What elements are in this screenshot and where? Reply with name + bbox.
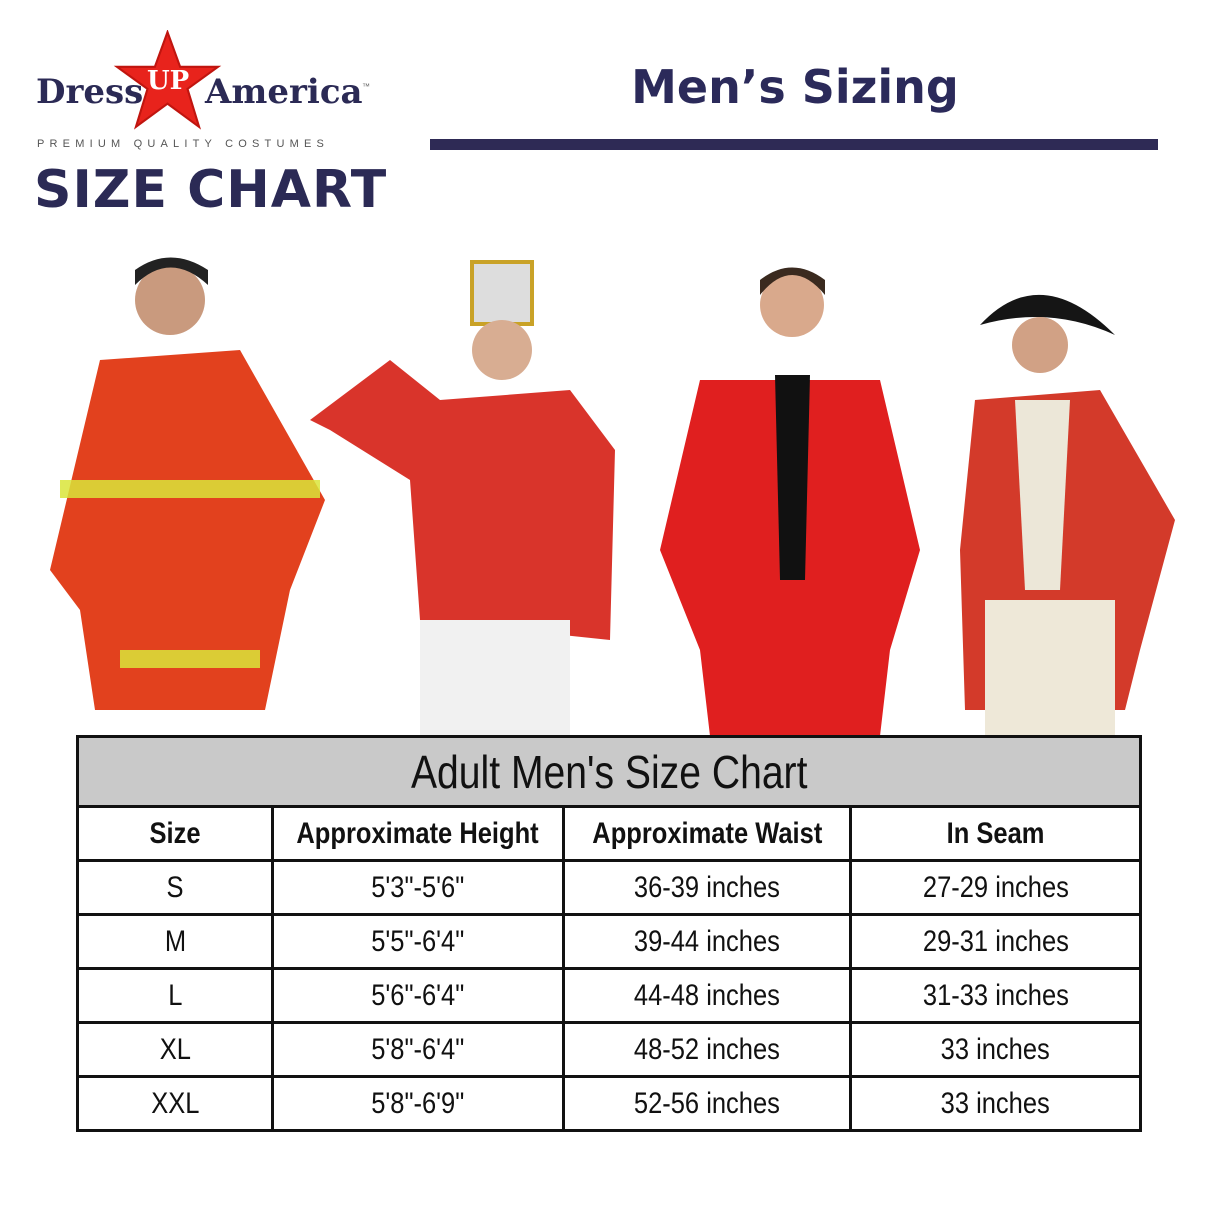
cell-waist: 39-44 inches: [562, 913, 852, 970]
costume-photos: [50, 257, 1175, 736]
star-icon: [113, 30, 222, 130]
cell-inseam: 27-29 inches: [849, 859, 1142, 916]
cell-waist: 48-52 inches: [562, 1021, 852, 1078]
cell-inseam: 31-33 inches: [849, 967, 1142, 1024]
table-row: M 5'5"-6'4" 39-44 inches 29-31 inches: [76, 913, 1142, 970]
title-divider: [430, 139, 1158, 150]
logo-text-up: UP: [147, 66, 190, 96]
logo-text-dress: Dress: [36, 72, 144, 112]
cell-inseam: 33 inches: [849, 1075, 1142, 1132]
cell-height: 5'3"-5'6": [271, 859, 565, 916]
cell-waist: 44-48 inches: [562, 967, 852, 1024]
cell-waist: 52-56 inches: [562, 1075, 852, 1132]
page-title: Men’s Sizing: [631, 60, 959, 114]
cell-inseam: 33 inches: [849, 1021, 1142, 1078]
logo-text-america: America: [205, 72, 363, 112]
table-row: XXL 5'8"-6'9" 52-56 inches 33 inches: [76, 1075, 1142, 1132]
cell-inseam: 29-31 inches: [849, 913, 1142, 970]
trademark: ™: [362, 82, 370, 91]
size-table: Adult Men's Size Chart Size Approximate …: [76, 735, 1142, 1132]
cell-size: M: [76, 913, 274, 970]
logo-tagline: PREMIUM QUALITY COSTUMES: [37, 138, 330, 150]
table-header-row: Size Approximate Height Approximate Wais…: [76, 805, 1142, 862]
cell-height: 5'8"-6'4": [271, 1021, 565, 1078]
table-row: S 5'3"-5'6" 36-39 inches 27-29 inches: [76, 859, 1142, 916]
cell-height: 5'6"-6'4": [271, 967, 565, 1024]
cell-size: L: [76, 967, 274, 1024]
red-suit-costume: [660, 267, 920, 736]
table-row: XL 5'8"-6'4" 48-52 inches 33 inches: [76, 1021, 1142, 1078]
cell-size: XXL: [76, 1075, 274, 1132]
cell-height: 5'5"-6'4": [271, 913, 565, 970]
colonial-redcoat-costume: [960, 294, 1175, 736]
header-waist: Approximate Waist: [562, 805, 852, 862]
cell-size: XL: [76, 1021, 274, 1078]
cell-size: S: [76, 859, 274, 916]
size-chart-heading: SIZE CHART: [34, 160, 388, 220]
firefighter-costume: [50, 257, 325, 710]
cell-waist: 36-39 inches: [562, 859, 852, 916]
toy-soldier-costume: [310, 260, 615, 736]
header-height: Approximate Height: [271, 805, 565, 862]
table-row: L 5'6"-6'4" 44-48 inches 31-33 inches: [76, 967, 1142, 1024]
cell-height: 5'8"-6'9": [271, 1075, 565, 1132]
header-size: Size: [76, 805, 274, 862]
header-inseam: In Seam: [849, 805, 1142, 862]
table-caption: Adult Men's Size Chart: [76, 735, 1142, 808]
